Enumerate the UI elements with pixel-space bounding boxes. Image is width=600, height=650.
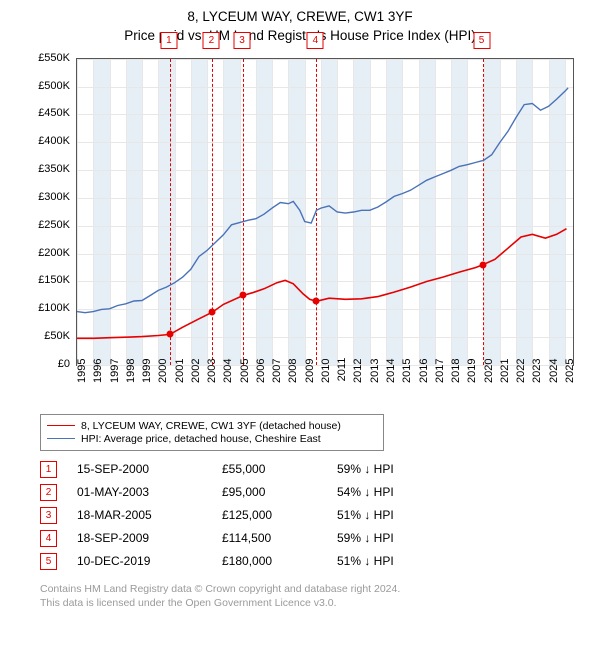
table-row: 2 01-MAY-2003£95,00054% ↓ HPI <box>40 484 590 501</box>
table-cell-date: 10-DEC-2019 <box>77 554 222 568</box>
table-marker-box: 5 <box>40 553 57 570</box>
chart-area: £0 £50K £100K £150K £200K £250K £300K £350K £400… <box>28 52 580 410</box>
x-axis-tick-label: 1999 <box>145 334 157 372</box>
table-cell-date: 18-MAR-2005 <box>77 508 222 522</box>
table-marker-box: 1 <box>40 461 57 478</box>
sale-dot <box>479 261 486 268</box>
x-axis-tick-label: 1997 <box>113 334 125 372</box>
legend-row: 8, LYCEUM WAY, CREWE, CW1 3YF (detached … <box>47 420 377 432</box>
x-axis-tick-label: 2011 <box>340 334 352 372</box>
footer-line1: Contains HM Land Registry data © Crown c… <box>40 583 400 595</box>
table-cell-price: £114,500 <box>222 531 337 545</box>
chart-title: 8, LYCEUM WAY, CREWE, CW1 3YF Price paid… <box>10 8 590 46</box>
y-axis-tick-label: £450K <box>30 107 70 119</box>
footer-line2: This data is licensed under the Open Gov… <box>40 597 337 609</box>
x-axis-tick-label: 2008 <box>291 334 303 372</box>
hpi-line <box>77 88 568 313</box>
x-axis-tick-label: 2006 <box>259 334 271 372</box>
table-marker-box: 4 <box>40 530 57 547</box>
x-axis-tick-label: 2002 <box>194 334 206 372</box>
x-axis-tick-label: 2023 <box>535 334 547 372</box>
x-axis-tick-label: 2009 <box>308 334 320 372</box>
legend: 8, LYCEUM WAY, CREWE, CW1 3YF (detached … <box>40 414 384 451</box>
sale-marker-box: 5 <box>473 32 490 49</box>
x-axis-tick-label: 2021 <box>503 334 515 372</box>
chart-container: 8, LYCEUM WAY, CREWE, CW1 3YF Price paid… <box>0 0 600 650</box>
x-axis-tick-label: 2019 <box>470 334 482 372</box>
sale-marker-box: 1 <box>160 32 177 49</box>
table-cell-price: £95,000 <box>222 485 337 499</box>
x-axis-tick-label: 1998 <box>129 334 141 372</box>
table-cell-date: 15-SEP-2000 <box>77 462 222 476</box>
x-axis-tick-label: 2000 <box>161 334 173 372</box>
y-axis-tick-label: £400K <box>30 135 70 147</box>
table-cell-date: 18-SEP-2009 <box>77 531 222 545</box>
chart-lines <box>77 59 573 365</box>
x-axis-tick-label: 2007 <box>275 334 287 372</box>
x-axis-tick-label: 2010 <box>324 334 336 372</box>
sale-marker-box: 4 <box>307 32 324 49</box>
table-row: 4 18-SEP-2009£114,50059% ↓ HPI <box>40 530 590 547</box>
x-axis-tick-label: 2022 <box>519 334 531 372</box>
footer-attribution: Contains HM Land Registry data © Crown c… <box>40 582 590 610</box>
legend-row: HPI: Average price, detached house, Ches… <box>47 433 377 445</box>
x-axis-tick-label: 2024 <box>552 334 564 372</box>
x-axis-tick-label: 2015 <box>405 334 417 372</box>
x-axis-tick-label: 2005 <box>243 334 255 372</box>
table-row: 5 10-DEC-2019£180,00051% ↓ HPI <box>40 553 590 570</box>
y-axis-tick-label: £250K <box>30 219 70 231</box>
sale-marker-box: 2 <box>203 32 220 49</box>
table-cell-diff: 59% ↓ HPI <box>337 462 457 476</box>
sale-marker-box: 3 <box>234 32 251 49</box>
x-axis-tick-label: 2001 <box>178 334 190 372</box>
x-axis-tick-label: 2004 <box>226 334 238 372</box>
table-cell-date: 01-MAY-2003 <box>77 485 222 499</box>
legend-swatch <box>47 438 75 439</box>
x-axis-tick-label: 2016 <box>422 334 434 372</box>
table-marker-box: 3 <box>40 507 57 524</box>
sale-dot <box>209 308 216 315</box>
y-axis-tick-label: £550K <box>30 52 70 64</box>
x-axis-tick-label: 2018 <box>454 334 466 372</box>
y-axis-tick-label: £350K <box>30 163 70 175</box>
table-row: 3 18-MAR-2005£125,00051% ↓ HPI <box>40 507 590 524</box>
x-axis-tick-label: 2017 <box>438 334 450 372</box>
table-cell-diff: 51% ↓ HPI <box>337 508 457 522</box>
y-axis-tick-label: £150K <box>30 274 70 286</box>
table-cell-diff: 59% ↓ HPI <box>337 531 457 545</box>
x-axis-tick-label: 2003 <box>210 334 222 372</box>
table-cell-price: £125,000 <box>222 508 337 522</box>
y-axis-tick-label: £200K <box>30 247 70 259</box>
x-axis-tick-label: 2012 <box>356 334 368 372</box>
legend-swatch <box>47 425 75 426</box>
sale-dot <box>313 298 320 305</box>
title-address: 8, LYCEUM WAY, CREWE, CW1 3YF <box>187 9 412 24</box>
y-axis-tick-label: £100K <box>30 302 70 314</box>
x-axis-tick-label: 2020 <box>487 334 499 372</box>
table-row: 1 15-SEP-2000£55,00059% ↓ HPI <box>40 461 590 478</box>
x-axis-tick-label: 2025 <box>568 334 580 372</box>
sale-dot <box>240 292 247 299</box>
chart-plot <box>76 58 574 366</box>
x-axis-tick-label: 1995 <box>80 334 92 372</box>
table-cell-diff: 54% ↓ HPI <box>337 485 457 499</box>
x-axis-tick-label: 1996 <box>96 334 108 372</box>
property-line <box>77 228 567 338</box>
sales-table: 115-SEP-2000£55,00059% ↓ HPI201-MAY-2003… <box>40 461 590 570</box>
x-axis-tick-label: 2013 <box>373 334 385 372</box>
table-cell-price: £180,000 <box>222 554 337 568</box>
table-marker-box: 2 <box>40 484 57 501</box>
y-axis-tick-label: £50K <box>30 330 70 342</box>
legend-label: 8, LYCEUM WAY, CREWE, CW1 3YF (detached … <box>81 420 341 432</box>
y-axis-tick-label: £0 <box>30 358 70 370</box>
table-cell-price: £55,000 <box>222 462 337 476</box>
table-cell-diff: 51% ↓ HPI <box>337 554 457 568</box>
x-axis-tick-label: 2014 <box>389 334 401 372</box>
y-axis-tick-label: £500K <box>30 80 70 92</box>
legend-label: HPI: Average price, detached house, Ches… <box>81 433 321 445</box>
y-axis-tick-label: £300K <box>30 191 70 203</box>
